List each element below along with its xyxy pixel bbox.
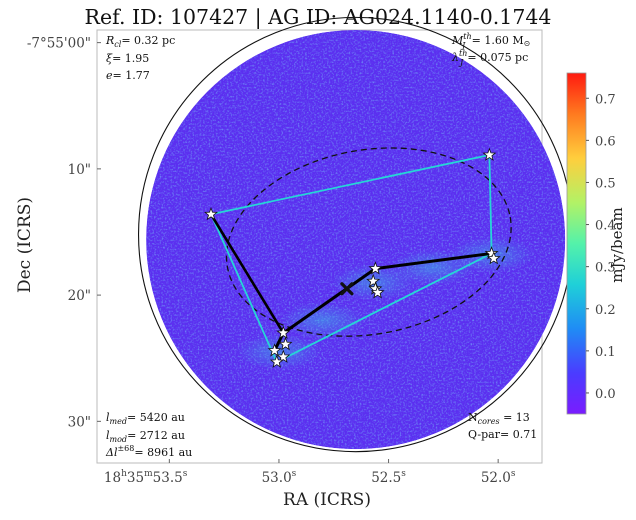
core-marker-5 — [204, 206, 218, 221]
lmod-value: = 2712 au — [127, 429, 185, 442]
svg-text:Rcl= 0.32 pc: Rcl= 0.32 pc — [105, 34, 175, 49]
annotation-bottom-left: lmed= 5420 au lmod= 2712 au Δl±68= 8961 … — [105, 411, 192, 459]
lambda-sub: J — [458, 58, 464, 67]
e-value: = 1.77 — [113, 69, 150, 82]
mst-edge-left — [209, 213, 285, 334]
colorbar-tick-label-0: 0.0 — [595, 387, 616, 402]
lmed-value: = 5420 au — [127, 411, 185, 424]
colorbar-tick-label-1: 0.1 — [595, 345, 616, 360]
svg-text:lmod= 2712 au: lmod= 2712 au — [106, 429, 185, 444]
svg-text:Ncores = 13: Ncores = 13 — [468, 411, 530, 426]
lambda-value: = 0.075 pc — [467, 51, 528, 64]
colorbar-tick-label-7: 0.7 — [595, 92, 616, 107]
lambda-label: λ — [451, 51, 459, 64]
svg-text:λth= 0.075 pc: λth= 0.075 pc — [451, 49, 528, 64]
mj-sup: th — [463, 32, 471, 41]
core-marker-4 — [276, 325, 291, 339]
cluster-ellipse — [225, 147, 512, 337]
svg-text:ξ= 1.95: ξ= 1.95 — [106, 52, 149, 65]
colorbar-tick-label-6: 0.6 — [595, 134, 616, 149]
dl-label: Δl — [105, 446, 118, 459]
rcl-sub: cl — [114, 40, 121, 49]
axes: -7°55'00" 10" 20" 30" 18h35m53.5s 53.0s 52.5s 5… — [27, 36, 516, 486]
annotation-top-left: Rcl= 0.32 pc ξ= 1.95 e= 1.77 — [105, 34, 175, 82]
annotation-top-right: Mth= 1.60 M⊙ J λth= 0.075 pc J — [451, 32, 530, 67]
colorbar-tick-label-4: 0.4 — [595, 219, 616, 234]
colorbar-tick-label-3: 0.3 — [595, 261, 616, 276]
x-tick-label-3: 52.0s — [481, 469, 516, 486]
core-marker-0 — [267, 343, 282, 357]
y-axis-label: Dec (ICRS) — [15, 197, 35, 293]
rcl-label: R — [105, 34, 114, 47]
y-tick-label-0: -7°55'00" — [27, 36, 91, 52]
x-tick-label-0: 18h35m53.5s — [104, 469, 188, 486]
lmed-sub: med — [110, 417, 127, 426]
colorbar-label: mJy/beam — [608, 207, 626, 282]
lambda-sup: th — [459, 49, 467, 58]
colorbar: 0.0 0.1 0.2 0.3 0.4 0.5 0.6 0.7 — [566, 72, 616, 415]
x-axis-label: RA (ICRS) — [283, 490, 371, 510]
core-marker-9 — [370, 285, 385, 299]
lmed-label: l — [106, 411, 110, 424]
emission-map — [146, 30, 566, 450]
core-marker-3 — [269, 354, 284, 368]
core-marker-2 — [278, 336, 293, 351]
centroid-marker — [340, 282, 354, 296]
y-tick-label-2: 20" — [68, 288, 91, 304]
xi-value: = 1.95 — [112, 52, 149, 65]
lmod-sub: mod — [110, 435, 128, 444]
annotation-bottom-right: Ncores = 13 Q-par= 0.71 — [468, 411, 537, 441]
colorbar-tick-label-2: 0.2 — [595, 303, 616, 318]
core-marker-11 — [484, 246, 499, 260]
ncores-sub: cores — [478, 417, 500, 426]
filament-glow-1 — [280, 302, 365, 339]
svg-text:e= 1.77: e= 1.77 — [106, 69, 150, 82]
filament-glow-0 — [236, 333, 321, 370]
core-marker-6 — [368, 261, 383, 275]
mj-label: M — [451, 34, 464, 47]
e-label: e — [106, 69, 113, 82]
lmod-label: l — [106, 429, 110, 442]
core-marker-10 — [482, 147, 497, 161]
qpar-text: Q-par= 0.71 — [468, 428, 537, 441]
mst-edge-1 — [282, 267, 377, 335]
ncores-label: N — [468, 411, 478, 424]
colorbar-tick-label-5: 0.5 — [595, 176, 616, 191]
colorbar-gradient — [566, 72, 587, 415]
core-marker-1 — [276, 349, 291, 363]
xi-label: ξ — [106, 52, 113, 65]
svg-text:lmed= 5420 au: lmed= 5420 au — [106, 411, 185, 426]
rcl-value: = 0.32 pc — [121, 34, 175, 47]
mst-edge-2 — [375, 251, 492, 271]
y-tick-label-3: 30" — [68, 414, 91, 430]
dl-value: = 8961 au — [134, 446, 192, 459]
chart-title: Ref. ID: 107427 | AG ID: AG024.1140-0.17… — [85, 5, 552, 30]
y-tick-label-1: 10" — [68, 162, 91, 178]
mj-value: = 1.60 M — [472, 34, 524, 47]
svg-text:Mth= 1.60 M⊙: Mth= 1.60 M⊙ — [451, 32, 530, 48]
ncores-value: = 13 — [500, 411, 530, 424]
mj-sub: J — [460, 41, 466, 50]
x-tick-label-2: 52.5s — [371, 469, 406, 486]
svg-text:Δl±68= 8961 au: Δl±68= 8961 au — [105, 444, 192, 459]
core-marker-12 — [486, 251, 501, 265]
x-tick-label-1: 53.0s — [262, 469, 297, 486]
dl-sup: ±68 — [117, 444, 134, 453]
core-marker-7 — [366, 273, 381, 288]
solar-symbol: ⊙ — [524, 39, 531, 48]
